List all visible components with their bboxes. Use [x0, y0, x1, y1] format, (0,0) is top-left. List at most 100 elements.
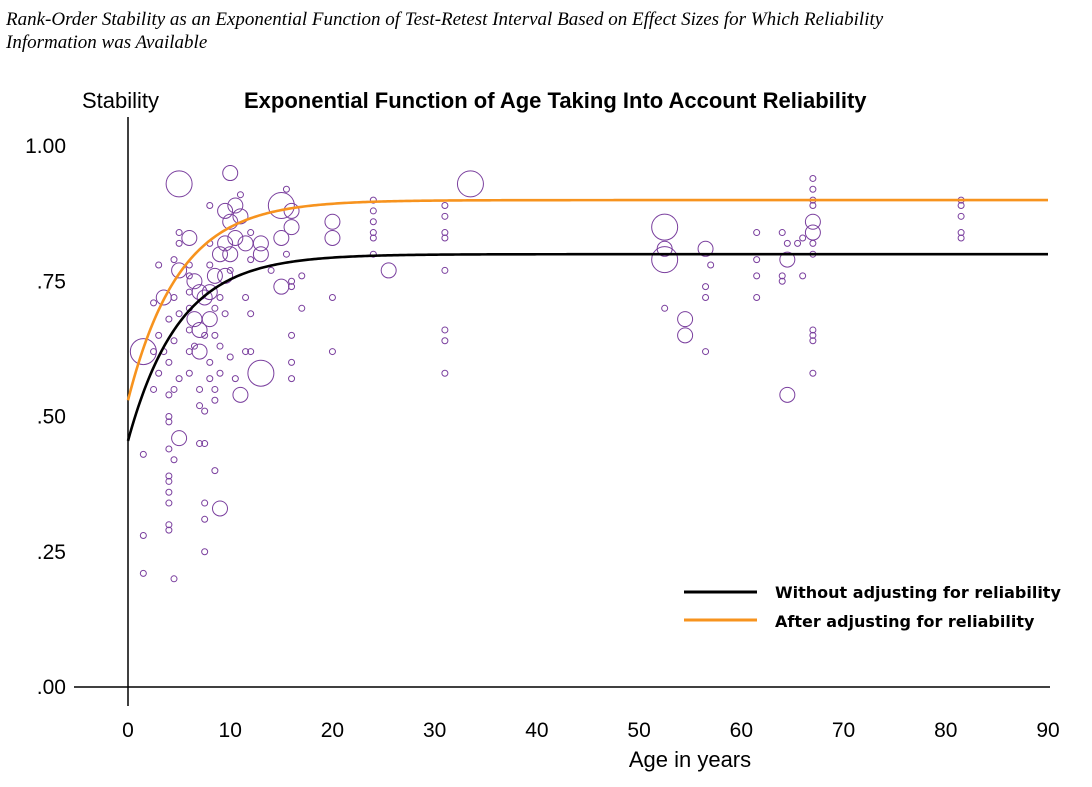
data-point	[165, 472, 173, 480]
data-point	[753, 256, 761, 264]
x-tick-label: 50	[627, 719, 650, 742]
data-point	[328, 293, 336, 301]
data-point	[191, 343, 208, 360]
y-tick-label: .00	[37, 676, 66, 699]
caption-line-1: Rank-Order Stability as an Exponential F…	[6, 9, 884, 30]
data-point	[707, 261, 715, 269]
data-point	[217, 202, 234, 219]
data-point	[778, 272, 786, 280]
figure-caption: Rank-Order Stability as an Exponential F…	[6, 8, 1092, 54]
data-point	[175, 229, 183, 237]
data-point	[957, 202, 965, 210]
data-point	[369, 250, 377, 258]
data-point	[196, 402, 204, 410]
data-point	[185, 326, 193, 334]
data-point	[222, 213, 239, 230]
data-point	[779, 386, 796, 403]
data-point	[191, 321, 208, 338]
caption-line-2: Information was Available	[6, 32, 208, 53]
data-point	[288, 375, 296, 383]
data-point	[232, 208, 249, 225]
data-point	[150, 299, 158, 307]
data-point	[441, 326, 449, 334]
data-point	[288, 358, 296, 366]
data-point	[211, 467, 219, 475]
x-tick-labels: 0 10 20 30 40 50 60 70 80 90	[122, 719, 1060, 742]
data-point	[247, 359, 275, 387]
data-point	[165, 488, 173, 496]
x-tick-label: 10	[219, 719, 242, 742]
data-point	[216, 369, 224, 377]
data-point	[150, 348, 158, 356]
x-tick-label: 20	[321, 719, 344, 742]
data-point	[288, 331, 296, 339]
data-point	[190, 342, 198, 350]
data-point	[170, 385, 178, 393]
data-point	[702, 348, 710, 356]
data-point	[212, 246, 228, 263]
data-point	[441, 369, 449, 377]
data-point	[185, 348, 193, 356]
data-point	[282, 185, 290, 193]
data-point	[155, 331, 163, 339]
data-point	[809, 331, 817, 339]
data-point	[273, 278, 290, 295]
data-point	[165, 315, 173, 323]
data-point	[957, 234, 965, 242]
data-point	[165, 358, 173, 366]
data-point	[201, 331, 209, 339]
data-point	[441, 234, 449, 242]
data-point	[809, 174, 817, 182]
data-point	[165, 499, 173, 507]
data-point	[226, 266, 234, 274]
data-point	[211, 396, 219, 404]
data-point	[201, 548, 209, 556]
x-tick-label: 40	[525, 719, 548, 742]
data-point	[226, 353, 234, 361]
data-point	[247, 310, 255, 318]
data-point	[702, 293, 710, 301]
data-point	[175, 375, 183, 383]
data-point	[753, 229, 761, 237]
data-point	[661, 304, 669, 312]
data-point	[206, 358, 214, 366]
data-point	[216, 342, 224, 350]
series-line-0	[126, 252, 1048, 442]
data-point	[283, 202, 300, 219]
y-tick-labels: .00 .25 .50 .75 1.00	[25, 135, 66, 699]
x-tick-label: 80	[934, 719, 957, 742]
data-point	[324, 229, 341, 246]
data-point	[380, 262, 397, 279]
data-point	[201, 499, 209, 507]
data-point	[369, 207, 377, 215]
data-point	[799, 272, 807, 280]
data-point	[171, 430, 188, 447]
data-point	[804, 224, 821, 241]
data-point	[185, 288, 193, 296]
data-point	[165, 170, 193, 198]
data-point	[242, 293, 250, 301]
chart-title: Exponential Function of Age Taking Into …	[244, 88, 867, 113]
x-tick-label: 0	[122, 719, 134, 742]
data-point	[175, 239, 183, 247]
data-point	[441, 202, 449, 210]
x-tick-label: 30	[423, 719, 446, 742]
data-point	[185, 272, 193, 280]
data-point	[957, 229, 965, 237]
data-point	[702, 283, 710, 291]
data-point	[328, 348, 336, 356]
data-point	[170, 256, 178, 264]
data-point	[677, 327, 694, 344]
data-point	[165, 413, 173, 420]
x-tick-label: 90	[1036, 719, 1059, 742]
data-point	[217, 235, 234, 252]
data-point	[441, 266, 449, 274]
data-point	[165, 521, 173, 529]
data-point	[170, 456, 178, 464]
data-point	[799, 234, 807, 242]
data-point	[170, 337, 178, 345]
data-point	[753, 293, 761, 301]
data-point	[441, 337, 449, 345]
data-point	[288, 277, 296, 285]
